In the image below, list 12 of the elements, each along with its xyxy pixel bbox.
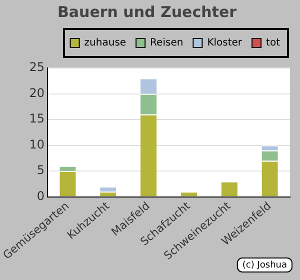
- legend-label: Kloster: [207, 38, 243, 49]
- y-tick-label: 25: [29, 60, 45, 74]
- legend-label: zuhause: [84, 38, 126, 49]
- y-tick-label: 15: [29, 112, 45, 126]
- text: (c) Joshua: [242, 260, 288, 270]
- y-tick-label: 0: [36, 188, 45, 203]
- chart-title: Bauern und Zuechter: [57, 2, 238, 21]
- y-tick-label: 5: [36, 163, 45, 178]
- y-tick-label: 10: [29, 137, 45, 152]
- y-tick-label: 20: [29, 86, 45, 100]
- legend-label: tot: [266, 38, 280, 49]
- legend-label: Reisen: [150, 38, 184, 49]
